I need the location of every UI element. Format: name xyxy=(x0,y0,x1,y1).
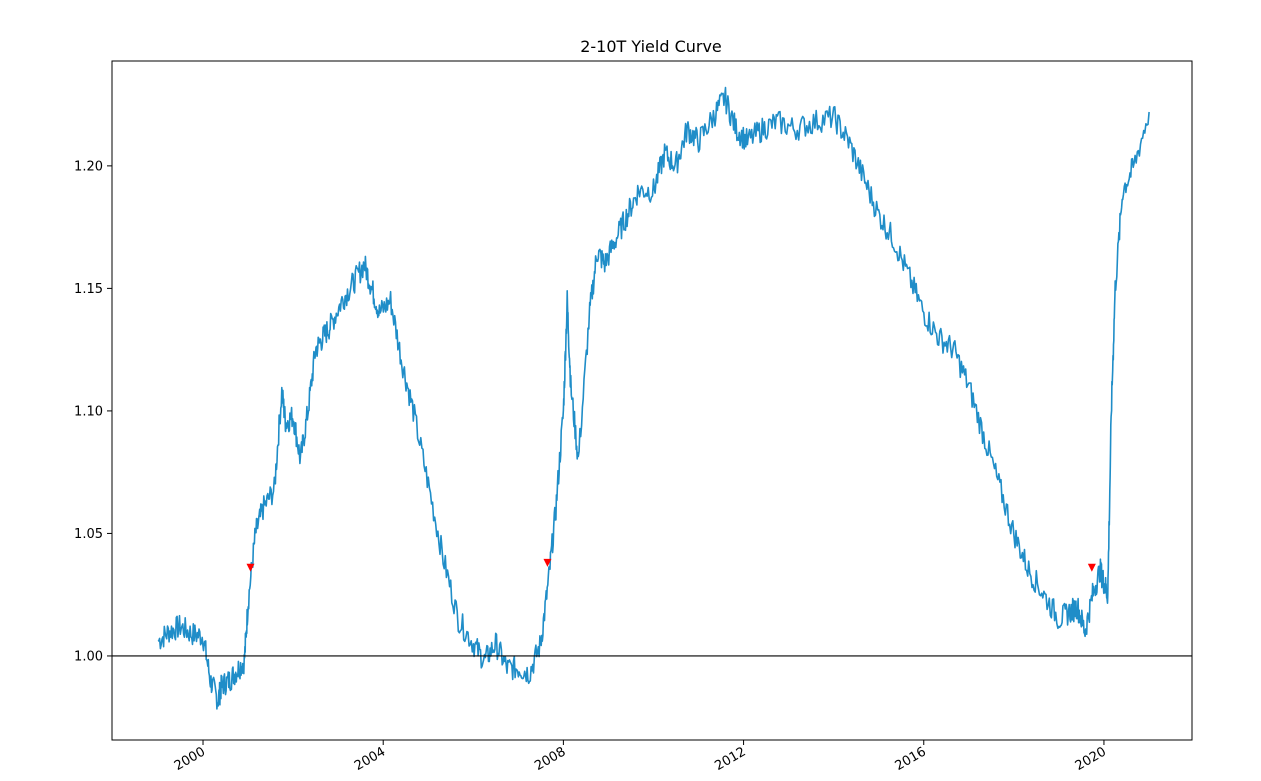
y-tick-label-1: 1.05 xyxy=(74,527,103,542)
plot-area xyxy=(112,86,1192,710)
chart-title: 2-10T Yield Curve xyxy=(580,37,722,56)
signal-marker-1 xyxy=(543,558,552,567)
y-tick-label-3: 1.15 xyxy=(74,282,103,297)
plot-frame xyxy=(111,60,1193,741)
y-tick-label-2: 1.10 xyxy=(74,404,103,419)
signal-marker-0 xyxy=(246,563,255,572)
y-tick-label-4: 1.20 xyxy=(74,159,103,174)
series-line-0 xyxy=(157,86,1150,710)
y-tick-label-0: 1.00 xyxy=(74,649,103,664)
signal-marker-2 xyxy=(1087,563,1096,572)
